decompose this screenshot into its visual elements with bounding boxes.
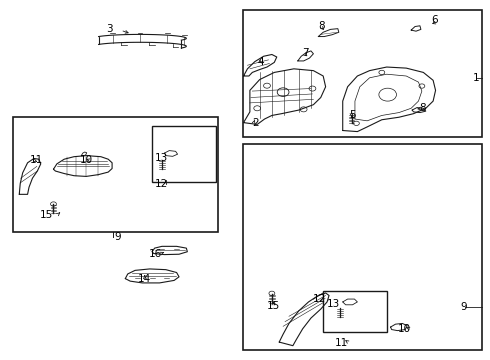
Text: 9: 9	[115, 232, 121, 242]
Text: 16: 16	[148, 248, 162, 258]
Text: 10: 10	[80, 155, 93, 165]
Text: 1: 1	[473, 73, 480, 83]
Bar	[323, 291, 387, 332]
Text: 10: 10	[398, 324, 411, 334]
Bar	[13, 117, 218, 232]
Text: 13: 13	[326, 299, 340, 309]
Text: 5: 5	[349, 111, 356, 121]
Text: 14: 14	[138, 274, 151, 284]
Text: 11: 11	[334, 338, 347, 348]
Bar	[152, 126, 216, 182]
Text: 6: 6	[431, 15, 438, 26]
Text: 4: 4	[257, 57, 264, 67]
Text: 3: 3	[106, 24, 113, 35]
Text: 13: 13	[155, 153, 169, 163]
Bar	[243, 144, 482, 350]
Text: 12: 12	[313, 294, 326, 304]
Text: 8: 8	[419, 103, 426, 113]
Text: 7: 7	[302, 48, 309, 58]
Bar	[243, 10, 482, 137]
Text: 12: 12	[155, 179, 169, 189]
Text: 9: 9	[461, 302, 467, 312]
Text: 15: 15	[40, 210, 53, 220]
Text: 2: 2	[252, 118, 259, 128]
Text: 8: 8	[318, 21, 325, 31]
Text: 15: 15	[267, 301, 280, 311]
Text: 11: 11	[30, 155, 43, 165]
